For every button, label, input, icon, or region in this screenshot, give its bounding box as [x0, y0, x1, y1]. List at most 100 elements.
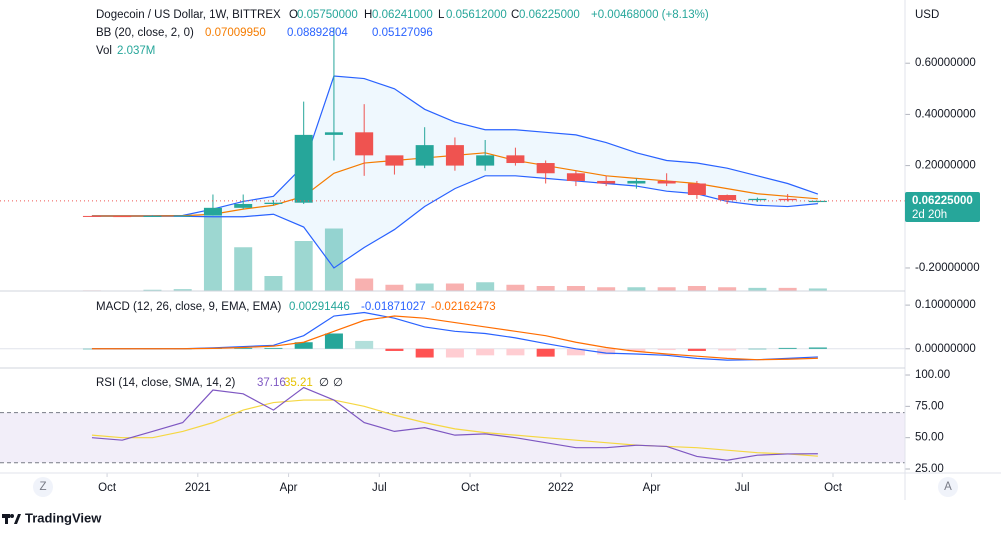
- macd-histogram-bar: [657, 348, 676, 351]
- macd-histogram-bar: [234, 347, 253, 349]
- candle-body: [355, 132, 374, 156]
- x-tick-label: 2022: [548, 482, 574, 494]
- candle-body: [476, 155, 495, 166]
- candle-body: [597, 180, 616, 184]
- volume-bar: [627, 287, 646, 291]
- rsi-empty: ∅: [319, 377, 329, 389]
- macd-histogram-bar: [566, 348, 585, 356]
- y-tick-label: 0.00000000: [915, 343, 976, 355]
- x-tick-label: Apr: [643, 482, 661, 494]
- macd-histogram-bar: [808, 347, 827, 349]
- logo-part: [10, 514, 14, 518]
- candle-body: [324, 132, 343, 135]
- candle-body: [385, 155, 404, 166]
- rsi-line: [91, 386, 818, 461]
- signal-line: [91, 315, 818, 361]
- currency: USD: [915, 9, 939, 21]
- volume-bar: [808, 288, 827, 291]
- volume-bar: [657, 287, 676, 291]
- candle-body: [657, 180, 676, 184]
- macd-histogram-bar: [536, 348, 555, 357]
- volume-bar: [355, 278, 374, 291]
- volume-bar: [506, 284, 525, 291]
- macd-histogram-bar: [324, 333, 343, 349]
- candle-body: [82, 215, 101, 217]
- volume-bar: [203, 216, 222, 291]
- c-value: 0.06225000: [519, 9, 580, 21]
- countdown: 2d 20h: [912, 209, 947, 221]
- vol-value: 2.037M: [117, 45, 155, 57]
- y-tick-label: 50.00: [915, 432, 944, 444]
- h-label: H: [364, 9, 372, 21]
- logo-part: [14, 514, 21, 524]
- candle-body: [415, 145, 434, 166]
- volume-bar: [536, 286, 555, 291]
- x-tick-label: Oct: [824, 482, 843, 494]
- macd-hist: 0.00291446: [289, 301, 350, 313]
- macd-histogram-bar: [627, 348, 646, 352]
- candle-body: [566, 173, 585, 181]
- l-value: 0.05612000: [446, 9, 507, 21]
- bb-label: BB (20, close, 2, 0): [96, 27, 194, 39]
- volume-bar: [445, 283, 464, 291]
- macd-histogram-bar: [597, 348, 616, 355]
- macd-histogram-bar: [294, 342, 313, 349]
- x-tick-label: Jul: [735, 482, 750, 494]
- candle-body: [234, 203, 253, 208]
- y-tick-label: 0.20000000: [915, 160, 976, 172]
- macd-histogram-bar: [748, 348, 767, 350]
- volume-bar: [324, 228, 343, 291]
- y-tick-label: 75.00: [915, 400, 944, 412]
- price-tag-value: 0.06225000: [912, 195, 973, 207]
- h-value: 0.06241000: [372, 9, 433, 21]
- volume-bar: [566, 286, 585, 291]
- rsi-ma: 35.21: [284, 377, 313, 389]
- volume-bar: [234, 247, 253, 291]
- candle-body: [808, 200, 827, 203]
- candle-body: [143, 215, 162, 217]
- macd-macd: -0.01871027: [361, 301, 426, 313]
- y-tick-label: 0.40000000: [915, 108, 976, 120]
- y-tick-label: 25.00: [915, 463, 944, 475]
- volume-bar: [294, 241, 313, 291]
- auto-button-label[interactable]: A: [944, 481, 952, 493]
- volume-bar: [385, 284, 404, 291]
- change: +0.00468000 (+8.13%): [591, 9, 709, 21]
- macd-histogram-bar: [778, 347, 797, 349]
- macd-histogram-bar: [718, 348, 737, 351]
- x-tick-label: Oct: [98, 482, 117, 494]
- auto-button[interactable]: [938, 477, 958, 497]
- volume-bar: [143, 289, 162, 291]
- x-tick-label: 2021: [185, 482, 211, 494]
- macd-histogram-bar: [445, 348, 464, 358]
- candle-body: [718, 195, 737, 201]
- bb-lower: 0.05127096: [372, 27, 433, 39]
- bb-basis: 0.07009950: [205, 27, 266, 39]
- candle-body: [506, 155, 525, 164]
- logo-part: [5, 514, 8, 524]
- candle-body: [264, 202, 283, 204]
- x-tick-label: Oct: [461, 482, 480, 494]
- bb-upper: 0.08892804: [287, 27, 348, 39]
- y-tick-label: 0.60000000: [915, 57, 976, 69]
- zoom-button[interactable]: [33, 477, 53, 497]
- rsi-ma-line: [91, 399, 818, 457]
- zoom-button-label[interactable]: Z: [39, 481, 46, 493]
- brand-logo: [2, 514, 21, 524]
- candle-body: [687, 183, 706, 196]
- l-label: L: [438, 9, 445, 21]
- volume-bar: [687, 286, 706, 291]
- x-tick-label: Jul: [372, 482, 387, 494]
- o-value: 0.05750000: [297, 9, 358, 21]
- candle-body: [778, 198, 797, 201]
- volume-bar: [718, 287, 737, 291]
- macd-histogram-bar: [687, 348, 706, 351]
- volume-bar: [778, 287, 797, 291]
- volume-bar: [748, 287, 767, 291]
- y-tick-label: 0.10000000: [915, 299, 976, 311]
- candle-body: [203, 207, 222, 216]
- candle-body: [113, 216, 132, 218]
- rsi-empty: ∅: [333, 377, 343, 389]
